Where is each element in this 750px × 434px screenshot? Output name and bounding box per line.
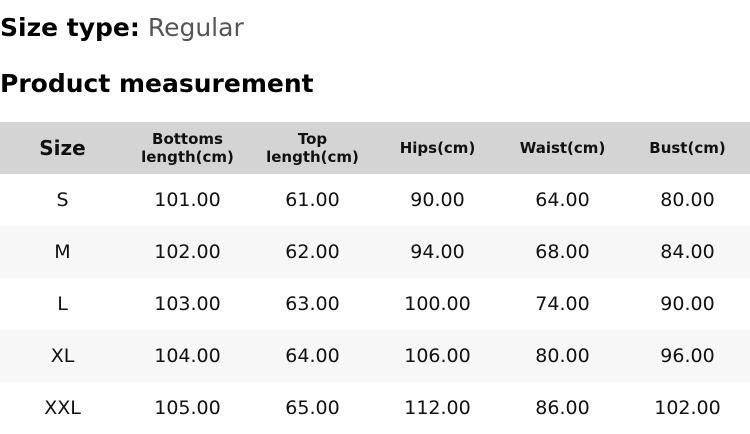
table-row: XL 104.00 64.00 106.00 80.00 96.00: [0, 330, 750, 382]
table-cell: 101.00: [154, 189, 221, 211]
table-cell: 65.00: [285, 397, 340, 419]
table-cell: 80.00: [500, 330, 625, 382]
size-type-label: Size type:: [0, 13, 140, 42]
table-cell: 68.00: [500, 226, 625, 278]
column-header: Bust(cm): [625, 122, 750, 174]
table-cell: 74.00: [535, 293, 590, 315]
section-title: Product measurement: [0, 69, 314, 98]
measurement-table: Size Bottoms length(cm) Top length(cm) H…: [0, 122, 750, 434]
table-cell: 100.00: [404, 293, 471, 315]
table-cell: XL: [0, 330, 125, 382]
table-cell: XXL: [44, 397, 81, 419]
column-header: Size: [0, 122, 125, 174]
table-cell: 112.00: [404, 397, 471, 419]
table-row: M 102.00 62.00 94.00 68.00 84.00: [0, 226, 750, 278]
table-cell: 63.00: [285, 293, 340, 315]
table-cell: 103.00: [154, 293, 221, 315]
table-cell: 64.00: [535, 189, 590, 211]
table-cell: 96.00: [625, 330, 750, 382]
table-cell: S: [56, 189, 69, 211]
table-cell: 102.00: [654, 397, 721, 419]
table-cell: 84.00: [625, 226, 750, 278]
table-cell: 94.00: [375, 226, 500, 278]
table-cell: 90.00: [660, 293, 715, 315]
table-row: S 101.00 61.00 90.00 64.00 80.00: [0, 174, 750, 226]
table-cell: 64.00: [250, 330, 375, 382]
size-type: Size type: Regular: [0, 12, 244, 44]
table-header-row: Size Bottoms length(cm) Top length(cm) H…: [0, 122, 750, 174]
column-header: Bottoms length(cm): [125, 122, 250, 174]
table-cell: 62.00: [250, 226, 375, 278]
column-header: Top length(cm): [250, 122, 375, 174]
table-cell: 104.00: [125, 330, 250, 382]
column-header: Hips(cm): [375, 122, 500, 174]
table-cell: 102.00: [125, 226, 250, 278]
table-cell: 80.00: [660, 189, 715, 211]
table-cell: 61.00: [285, 189, 340, 211]
table-cell: 106.00: [375, 330, 500, 382]
table-cell: M: [0, 226, 125, 278]
table-cell: L: [57, 293, 68, 315]
table-cell: 86.00: [535, 397, 590, 419]
table-row: XXL 105.00 65.00 112.00 86.00 102.00: [0, 382, 750, 434]
table-row: L 103.00 63.00 100.00 74.00 90.00: [0, 278, 750, 330]
column-header: Waist(cm): [500, 122, 625, 174]
table-cell: 105.00: [154, 397, 221, 419]
size-type-value: Regular: [147, 13, 244, 42]
table-cell: 90.00: [410, 189, 465, 211]
